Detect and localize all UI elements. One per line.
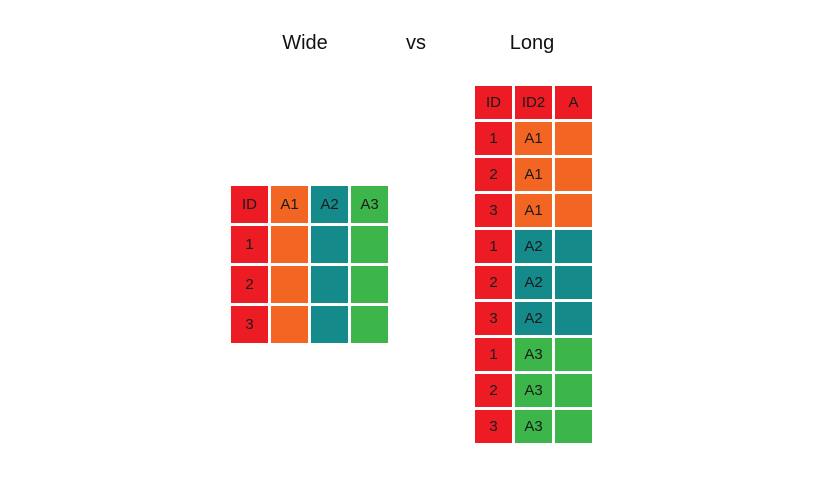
- long-table-cell: 1: [475, 338, 512, 371]
- long-table-cell: 2: [475, 266, 512, 299]
- long-table-cell: A3: [515, 410, 552, 443]
- wide-header-cell: A2: [311, 186, 348, 223]
- wide-table-cell: 1: [231, 226, 268, 263]
- long-header-cell: ID2: [515, 86, 552, 119]
- long-table-cell: [555, 338, 592, 371]
- wide-table-cell: [271, 306, 308, 343]
- vs-label: vs: [406, 32, 426, 54]
- long-table-cell: A2: [515, 266, 552, 299]
- long-table-cell: [555, 374, 592, 407]
- long-table: ID ID2 A 1 A1 2 A1 3 A1 1 A2 2 A2 3 A2 1 A3 2 A3 3 A3: [475, 86, 592, 443]
- long-table-cell: A1: [515, 194, 552, 227]
- long-table-cell: A1: [515, 158, 552, 191]
- long-table-cell: A2: [515, 302, 552, 335]
- wide-table-cell: [311, 266, 348, 303]
- wide-table-cell: [351, 226, 388, 263]
- wide-header-cell: A3: [351, 186, 388, 223]
- wide-table: ID A1 A2 A3 1 2 3: [231, 186, 388, 343]
- wide-table-cell: [311, 306, 348, 343]
- long-table-cell: [555, 158, 592, 191]
- wide-table-cell: [311, 226, 348, 263]
- wide-header-cell: ID: [231, 186, 268, 223]
- long-table-cell: 3: [475, 410, 512, 443]
- long-table-cell: 1: [475, 230, 512, 263]
- long-table-cell: [555, 230, 592, 263]
- long-table-cell: 3: [475, 302, 512, 335]
- long-table-cell: [555, 194, 592, 227]
- long-table-cell: [555, 122, 592, 155]
- long-table-cell: A2: [515, 230, 552, 263]
- long-table-cell: 2: [475, 374, 512, 407]
- wide-table-cell: [271, 226, 308, 263]
- wide-table-cell: 2: [231, 266, 268, 303]
- long-table-cell: [555, 302, 592, 335]
- long-table-cell: [555, 410, 592, 443]
- long-header-cell: ID: [475, 86, 512, 119]
- long-table-cell: 2: [475, 158, 512, 191]
- wide-header-cell: A1: [271, 186, 308, 223]
- long-table-cell: A3: [515, 338, 552, 371]
- long-table-cell: A1: [515, 122, 552, 155]
- long-title: Long: [509, 32, 555, 54]
- wide-table-cell: [351, 306, 388, 343]
- long-table-cell: 3: [475, 194, 512, 227]
- wide-table-cell: 3: [231, 306, 268, 343]
- wide-title: Wide: [282, 32, 328, 54]
- wide-table-cell: [351, 266, 388, 303]
- long-table-cell: 1: [475, 122, 512, 155]
- long-table-cell: [555, 266, 592, 299]
- wide-table-cell: [271, 266, 308, 303]
- long-header-cell: A: [555, 86, 592, 119]
- long-table-cell: A3: [515, 374, 552, 407]
